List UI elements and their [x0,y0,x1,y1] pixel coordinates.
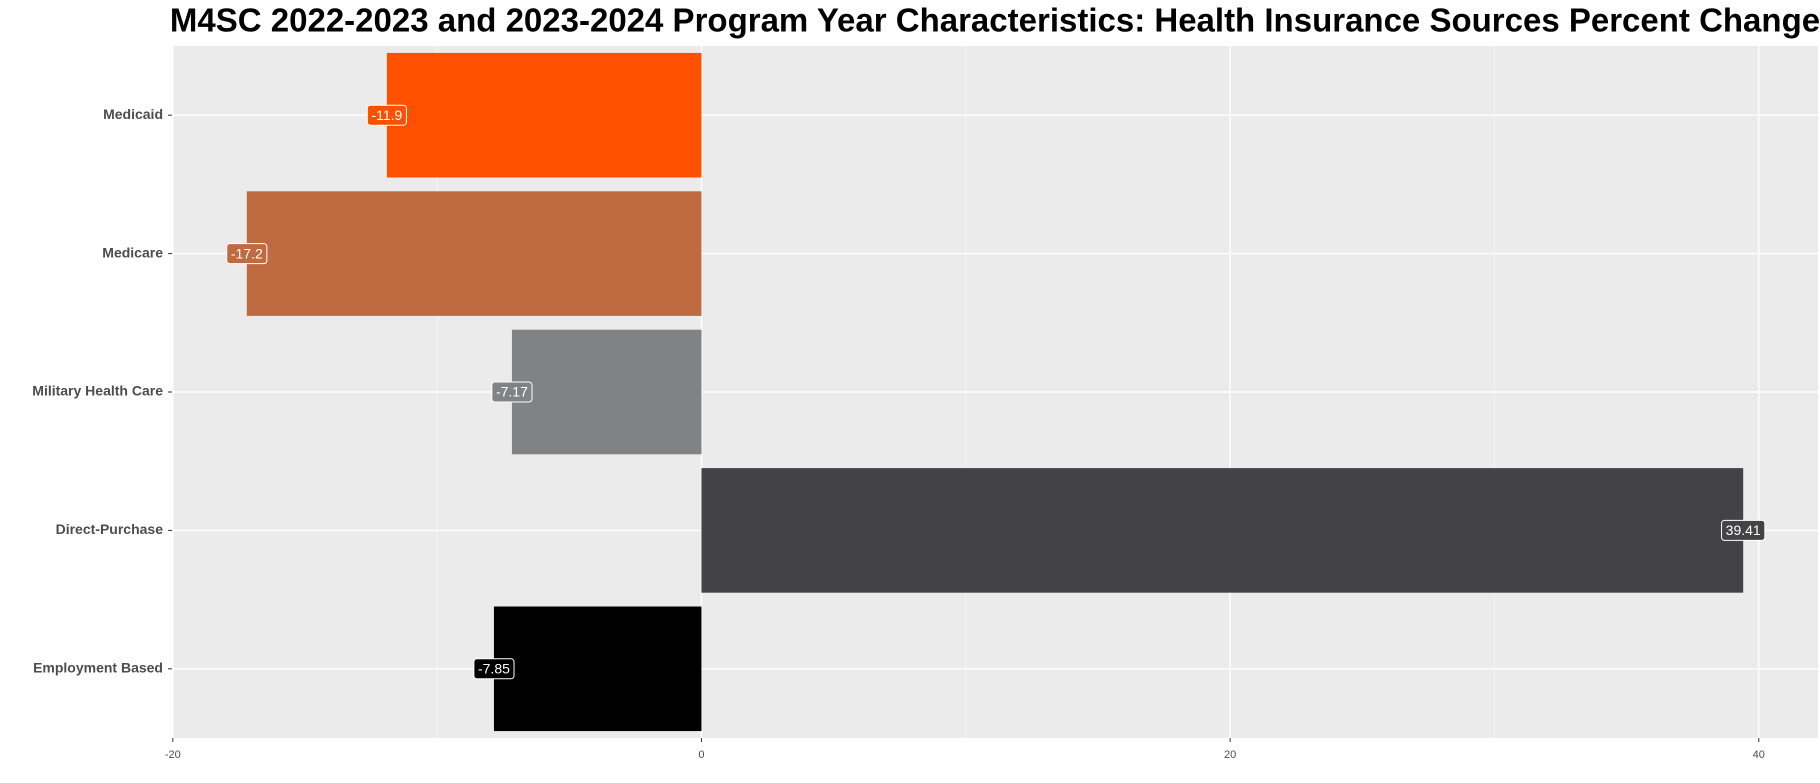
y-tick-label: Direct-Purchase [56,521,164,537]
x-tick-label: 40 [1753,749,1765,761]
value-label: -11.9 [371,107,402,123]
chart-title: M4SC 2022-2023 and 2023-2024 Program Yea… [170,2,1820,39]
bar [511,329,702,455]
value-label: -7.17 [496,384,528,400]
x-tick-label: 20 [1224,749,1236,761]
value-label: -17.2 [231,245,263,261]
value-label: -7.85 [478,661,510,677]
bar [493,606,702,732]
value-label-box [491,381,533,403]
x-tick-label: -20 [165,749,181,761]
value-label-box [366,104,407,126]
y-tick-label: Military Health Care [32,383,163,399]
value-label-box [1721,519,1766,541]
value-label-box [226,243,268,265]
bar [701,468,1744,593]
y-tick-label: Medicaid [103,106,163,122]
bar [386,52,702,178]
value-label: 39.41 [1726,522,1761,538]
bar [246,191,702,316]
x-tick-label: 0 [698,749,704,761]
y-tick-label: Medicare [102,244,163,260]
value-label-box [473,658,515,680]
y-tick-label: Employment Based [33,660,163,676]
